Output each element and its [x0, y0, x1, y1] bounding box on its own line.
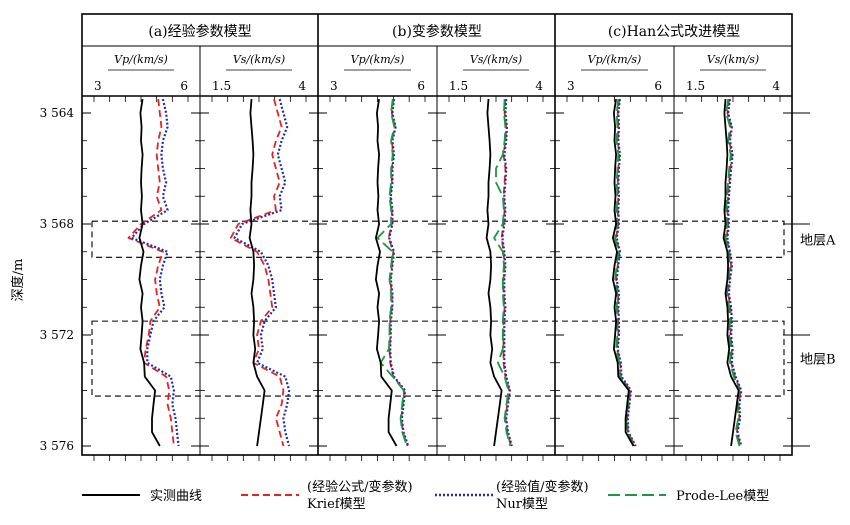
legend-label: Krief模型	[307, 497, 366, 512]
axis-tick-label: 3	[94, 79, 102, 93]
series-line	[726, 98, 743, 447]
legend-label: Prode-Lee模型	[676, 489, 769, 504]
measured-line	[374, 98, 398, 447]
series-line	[615, 98, 636, 447]
measured-line	[612, 98, 635, 447]
zone-label: 地层B	[800, 353, 836, 368]
figure-frame	[81, 13, 793, 456]
axis-tick-label: 1.5	[212, 79, 231, 93]
axis-tick-label: 4	[535, 79, 543, 93]
zone-box	[91, 220, 785, 258]
group-title-a: (a)经验参数模型	[148, 23, 251, 40]
log-curves	[127, 98, 743, 447]
zone-label: 地层A	[800, 233, 836, 248]
axis-tick-label: 3	[567, 79, 575, 93]
group-title-b: (b)变参数模型	[392, 23, 482, 40]
axis-tick-label: 6	[417, 79, 425, 93]
group-title-c: (c)Han公式改进模型	[608, 24, 740, 40]
depth-tick-label: 3 576	[40, 439, 74, 453]
formation-zones: 地层A 地层B	[91, 220, 836, 397]
panel-headers: (a)经验参数模型 (b)变参数模型 (c)Han公式改进模型	[148, 23, 740, 40]
axis-label: Vs/(km/s)	[707, 53, 759, 66]
depth-axis-label: 深度/m	[10, 259, 26, 302]
depth-tick-label: 3 572	[40, 328, 74, 342]
panel-axes: Vp/(km/s)3 6Vs/(km/s)1.5 4Vp/(km/s)3 6Vs/(k…	[93, 53, 781, 461]
axis-tick-label: 3	[330, 79, 338, 93]
series-line	[130, 98, 180, 447]
series-line	[127, 98, 175, 447]
legend-label: (经验值/变参数)	[496, 479, 589, 495]
axis-label: Vs/(km/s)	[470, 53, 522, 66]
legend-label: Nur模型	[496, 497, 548, 512]
legend-label: 实测曲线	[150, 489, 202, 504]
axis-tick-label: 1.5	[449, 79, 468, 93]
series-line	[376, 98, 408, 447]
axis-label: Vs/(km/s)	[233, 53, 285, 66]
series-line	[493, 99, 512, 447]
axis-tick-label: 1.5	[686, 79, 705, 93]
zone-box	[91, 320, 785, 397]
axis-tick-label: 6	[654, 79, 662, 93]
series-line	[615, 98, 637, 447]
series-line	[233, 98, 291, 447]
depth-axis: 深度/m 3 564 3 568 3 572 3 576	[10, 106, 810, 453]
measured-line	[722, 99, 740, 447]
axis-label: Vp/(km/s)	[588, 53, 642, 66]
axis-tick-label: 4	[772, 79, 780, 93]
series-line	[724, 98, 741, 447]
depth-tick-label: 3 564	[40, 106, 75, 120]
depth-tick-label: 3 568	[40, 217, 74, 231]
legend: 实测曲线 (经验公式/变参数) Krief模型 (经验值/变参数) Nur模型 Prode…	[82, 479, 769, 512]
axis-label: Vp/(km/s)	[351, 53, 405, 66]
measured-line	[248, 99, 266, 447]
series-line	[614, 98, 635, 447]
measured-line	[485, 99, 503, 447]
series-line	[229, 98, 285, 447]
axis-tick-label: 6	[180, 79, 188, 93]
axis-tick-label: 4	[298, 79, 306, 93]
legend-label: (经验公式/变参数)	[307, 479, 413, 495]
measured-line	[138, 98, 161, 447]
axis-label: Vp/(km/s)	[114, 53, 168, 66]
